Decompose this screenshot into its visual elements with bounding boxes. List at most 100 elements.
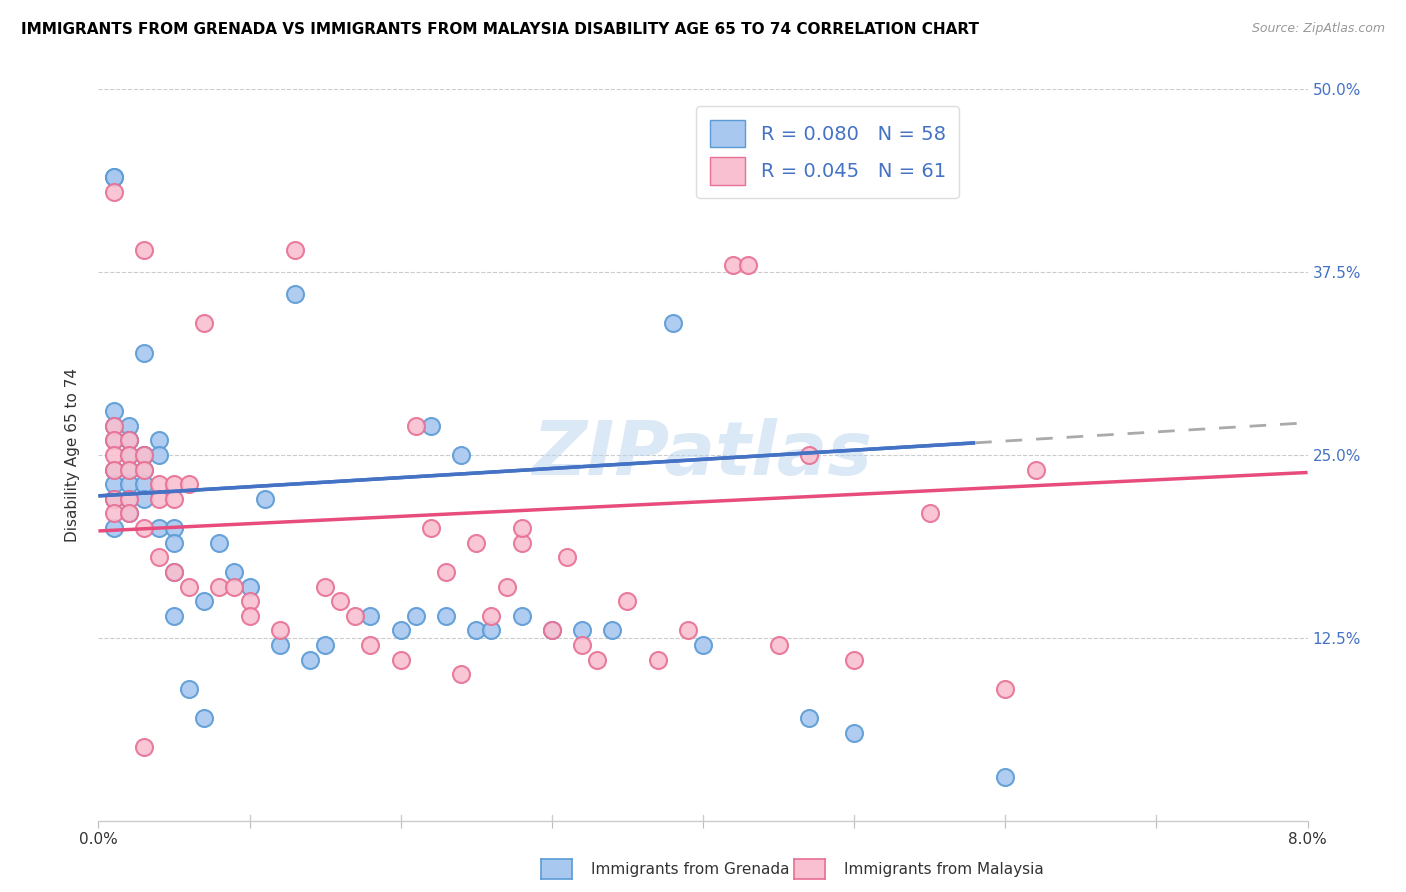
Point bbox=[118, 434, 141, 448]
Point bbox=[299, 653, 322, 667]
Point bbox=[132, 448, 155, 462]
Point bbox=[239, 594, 262, 608]
Point bbox=[918, 507, 941, 521]
Text: Source: ZipAtlas.com: Source: ZipAtlas.com bbox=[1251, 22, 1385, 36]
Point bbox=[284, 243, 307, 257]
Point bbox=[118, 507, 141, 521]
Point bbox=[994, 770, 1017, 784]
Point bbox=[329, 594, 352, 608]
Point bbox=[103, 434, 125, 448]
Point bbox=[132, 243, 155, 257]
Point bbox=[723, 258, 745, 272]
Point bbox=[118, 434, 141, 448]
Point bbox=[253, 491, 276, 506]
Point bbox=[314, 580, 336, 594]
Point bbox=[132, 462, 155, 476]
Point bbox=[148, 491, 170, 506]
Point bbox=[132, 740, 155, 755]
Legend: R = 0.080   N = 58, R = 0.045   N = 61: R = 0.080 N = 58, R = 0.045 N = 61 bbox=[696, 106, 959, 198]
Point bbox=[193, 594, 215, 608]
Point bbox=[420, 418, 443, 433]
Point bbox=[163, 535, 186, 549]
Point bbox=[692, 638, 714, 652]
Point bbox=[510, 521, 533, 535]
Point bbox=[118, 462, 141, 476]
Point bbox=[179, 580, 201, 594]
Point bbox=[103, 462, 125, 476]
Point bbox=[118, 462, 141, 476]
Point bbox=[132, 448, 155, 462]
Point bbox=[118, 507, 141, 521]
Point bbox=[844, 653, 866, 667]
Point bbox=[118, 418, 141, 433]
Point bbox=[360, 638, 382, 652]
Point bbox=[495, 580, 517, 594]
Point bbox=[103, 418, 125, 433]
Point bbox=[571, 624, 593, 638]
Point bbox=[555, 550, 578, 565]
Point bbox=[269, 624, 291, 638]
Point bbox=[118, 491, 141, 506]
Point bbox=[118, 491, 141, 506]
Point bbox=[103, 434, 125, 448]
Point bbox=[103, 491, 125, 506]
Point bbox=[1025, 462, 1047, 476]
Point bbox=[586, 653, 609, 667]
Point bbox=[844, 726, 866, 740]
Point bbox=[103, 418, 125, 433]
Point bbox=[405, 608, 427, 623]
Point bbox=[103, 448, 125, 462]
Point bbox=[118, 434, 141, 448]
Point bbox=[103, 185, 125, 199]
Point bbox=[193, 711, 215, 725]
Point bbox=[510, 608, 533, 623]
Text: IMMIGRANTS FROM GRENADA VS IMMIGRANTS FROM MALAYSIA DISABILITY AGE 65 TO 74 CORR: IMMIGRANTS FROM GRENADA VS IMMIGRANTS FR… bbox=[21, 22, 979, 37]
Point bbox=[179, 477, 201, 491]
Point bbox=[132, 521, 155, 535]
Text: ZIPatlas: ZIPatlas bbox=[533, 418, 873, 491]
Point bbox=[208, 535, 231, 549]
Point bbox=[768, 638, 790, 652]
Point bbox=[148, 521, 170, 535]
Point bbox=[481, 608, 503, 623]
Point bbox=[239, 608, 262, 623]
Point bbox=[510, 535, 533, 549]
Point bbox=[434, 608, 457, 623]
Point bbox=[103, 169, 125, 184]
Point bbox=[103, 521, 125, 535]
Point bbox=[481, 624, 503, 638]
Point bbox=[647, 653, 669, 667]
Point bbox=[420, 521, 443, 535]
Point bbox=[314, 638, 336, 652]
Point bbox=[163, 491, 186, 506]
Point bbox=[163, 565, 186, 579]
Point bbox=[389, 624, 412, 638]
Point bbox=[148, 477, 170, 491]
Point bbox=[163, 477, 186, 491]
Point bbox=[360, 608, 382, 623]
Point bbox=[284, 287, 307, 301]
Point bbox=[434, 565, 457, 579]
Point bbox=[103, 169, 125, 184]
Point bbox=[662, 316, 685, 330]
Point bbox=[269, 638, 291, 652]
Point bbox=[179, 681, 201, 696]
Point bbox=[163, 521, 186, 535]
Point bbox=[602, 624, 624, 638]
Point bbox=[465, 535, 488, 549]
Point bbox=[797, 448, 820, 462]
Point bbox=[118, 448, 141, 462]
Point bbox=[541, 624, 564, 638]
Point bbox=[465, 624, 488, 638]
Point bbox=[103, 477, 125, 491]
Point bbox=[163, 608, 186, 623]
Text: Immigrants from Malaysia: Immigrants from Malaysia bbox=[844, 863, 1043, 877]
Point bbox=[148, 448, 170, 462]
Point bbox=[148, 434, 170, 448]
Point bbox=[132, 345, 155, 359]
Point bbox=[541, 624, 564, 638]
Point bbox=[224, 565, 246, 579]
Point bbox=[239, 580, 262, 594]
Point bbox=[224, 580, 246, 594]
Point bbox=[132, 448, 155, 462]
